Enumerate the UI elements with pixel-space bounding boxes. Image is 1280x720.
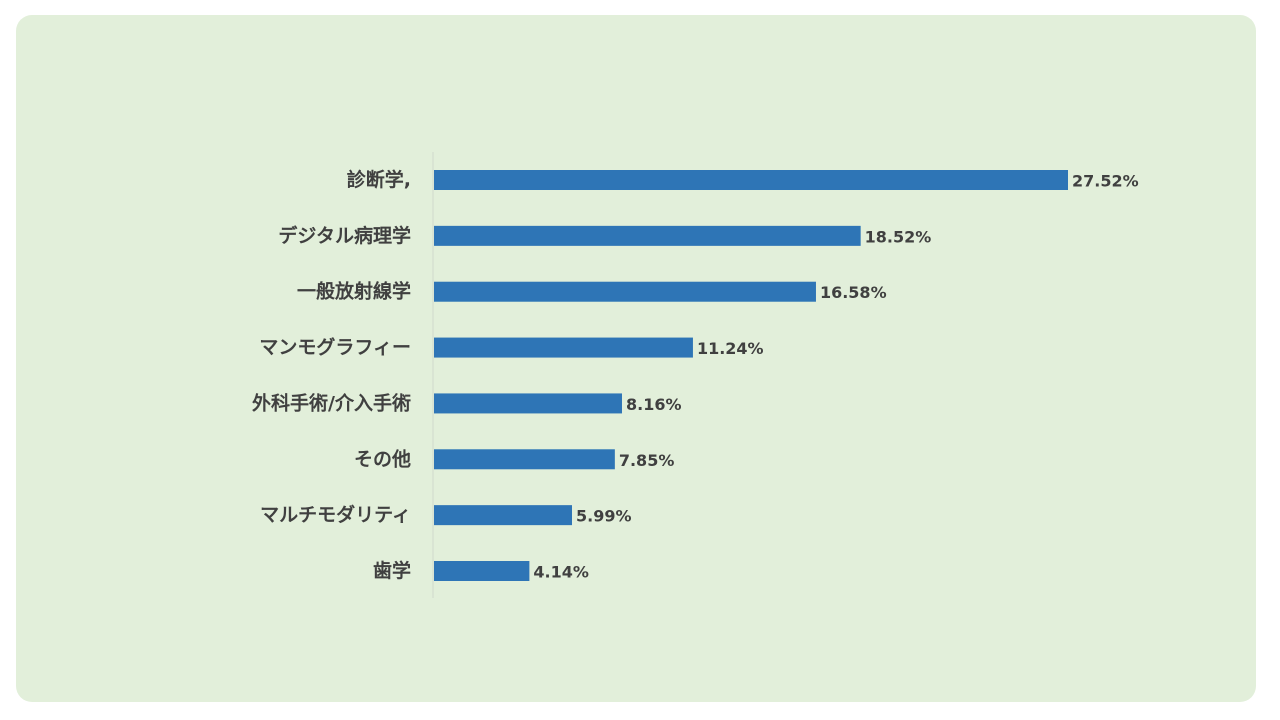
data-label: 7.85% [619, 451, 675, 470]
category-label: 一般放射線学 [297, 280, 411, 303]
data-label: 4.14% [533, 562, 589, 581]
data-label: 5.99% [576, 507, 632, 526]
category-label: マンモグラフィー [259, 336, 411, 359]
data-label: 11.24% [697, 339, 764, 358]
bar [434, 560, 530, 581]
category-label: その他 [354, 447, 411, 470]
data-label: 27.52% [1072, 172, 1139, 191]
data-label: 18.52% [865, 227, 932, 246]
bar [434, 505, 572, 526]
bar [434, 170, 1068, 190]
bars-group: 診断学, 27.52% デジタル病理学 18.52% 一般放射線学 16.58% マンモグラ… [252, 168, 1139, 582]
bar [434, 225, 861, 246]
category-label: 外科手術/介入手術 [252, 391, 411, 414]
data-label: 8.16% [626, 395, 682, 414]
data-label: 16.58% [820, 283, 887, 302]
bar [434, 393, 622, 414]
category-label: デジタル病理学 [278, 224, 411, 247]
category-label: 診断学, [347, 168, 411, 191]
bar [434, 281, 816, 302]
bar [434, 449, 615, 470]
bar [434, 337, 693, 358]
category-label: マルチモダリティ [260, 503, 411, 526]
category-label: 歯学 [373, 559, 411, 582]
chart-panel [16, 15, 1256, 702]
